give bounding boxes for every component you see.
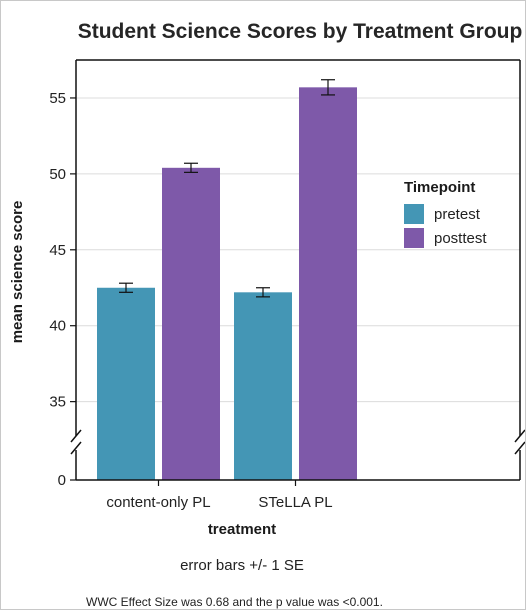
y-tick-label: 55 <box>49 90 66 107</box>
x-tick-label: content-only PL <box>106 494 210 511</box>
y-tick-label: 45 <box>49 242 66 259</box>
y-tick-label: 0 <box>58 472 66 489</box>
y-tick-label: 50 <box>49 166 66 183</box>
bar <box>234 292 292 480</box>
y-axis-label: mean science score <box>9 201 26 344</box>
axis-break-mark <box>514 429 526 443</box>
footnote: WWC Effect Size was 0.68 and the p value… <box>86 595 383 609</box>
error-bar-note: error bars +/- 1 SE <box>180 557 304 574</box>
bar <box>97 287 155 480</box>
plot-area: 0 35 40 45 50 55 content-only PL STeLLA PL <box>49 59 526 511</box>
legend-entry: pretest <box>434 206 481 223</box>
bar <box>162 167 220 480</box>
legend-swatch <box>404 204 424 224</box>
chart-title: Student Science Scores by Treatment Grou… <box>78 20 523 43</box>
x-tick-label: STeLLA PL <box>258 494 332 511</box>
axis-break-mark <box>70 441 82 455</box>
axis-break-mark <box>514 441 526 455</box>
legend: Timepoint pretest posttest <box>404 179 487 248</box>
legend-entry: posttest <box>434 230 487 247</box>
legend-swatch <box>404 228 424 248</box>
bar <box>299 87 357 480</box>
axis-break-mark <box>70 429 82 443</box>
legend-title: Timepoint <box>404 179 475 196</box>
y-tick-label: 35 <box>49 394 66 411</box>
y-tick-label: 40 <box>49 318 66 335</box>
x-axis-label: treatment <box>208 521 276 538</box>
